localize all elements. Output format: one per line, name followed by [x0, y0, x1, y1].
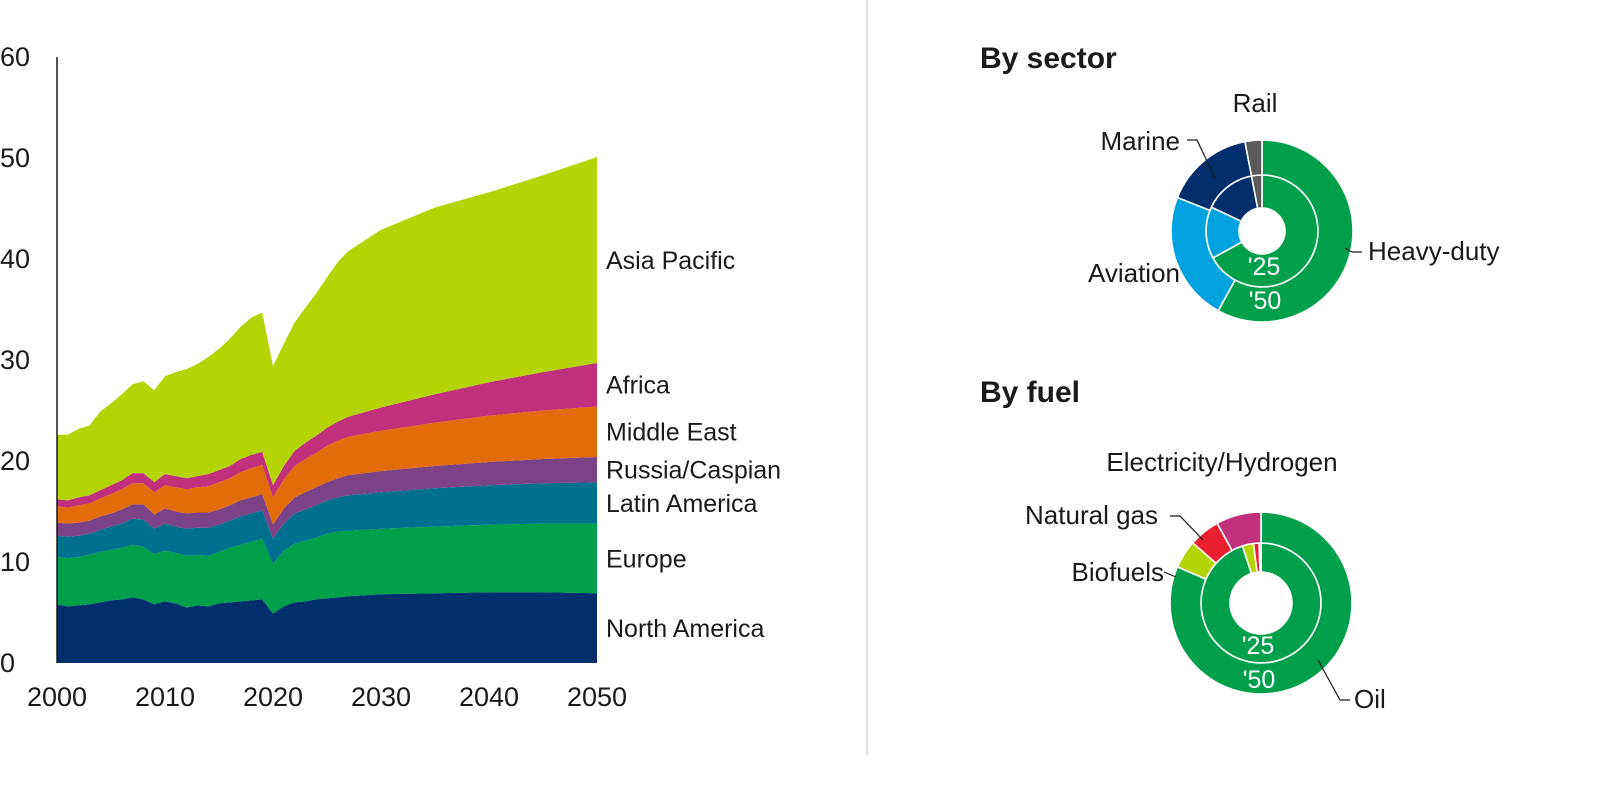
sector-label-heavy-duty: Heavy-duty	[1368, 236, 1500, 266]
y-tick-label: 30	[0, 345, 30, 375]
fuel-label-oil: Oil	[1354, 684, 1386, 714]
region-label-europe: Europe	[606, 546, 687, 574]
y-tick-label: 60	[0, 42, 30, 72]
marine-leader	[1187, 139, 1216, 179]
fuel-leaders	[1163, 515, 1350, 701]
sector-label-rail: Rail	[1233, 88, 1278, 118]
region-label-north-america: North America	[606, 615, 764, 643]
fuel-label-biofuels: Biofuels	[1072, 557, 1165, 587]
fuel-label-natural-gas: Natural gas	[1025, 500, 1158, 530]
x-tick-label: 2050	[567, 682, 627, 712]
sector-leaders	[1187, 139, 1362, 253]
area-latin-america	[57, 482, 597, 564]
sector-outer-ring-label: '50	[1249, 287, 1282, 315]
area-russia-caspian	[57, 457, 597, 539]
area-africa	[57, 363, 597, 508]
fuel-slice-oil-outer	[1169, 511, 1353, 695]
region-label-asia-pacific: Asia Pacific	[606, 247, 735, 275]
region-label-middle-east: Middle East	[606, 419, 737, 447]
region-label-russia-caspian: Russia/Caspian	[606, 457, 781, 485]
x-tick-label: 2010	[135, 682, 195, 712]
area-layers	[57, 157, 597, 663]
y-tick-label: 50	[0, 143, 30, 173]
area-asia-pacific	[57, 157, 597, 501]
y-tick-labels: 0 10 20 30 40 50 60	[0, 42, 30, 678]
fuel-label-electricity-hydrogen: Electricity/Hydrogen	[1106, 447, 1337, 477]
sector-inner-ring-label: '25	[1248, 253, 1281, 281]
fuel-outer-ring-label: '50	[1243, 666, 1276, 694]
x-tick-label: 2000	[27, 682, 87, 712]
fuel-slice-electricity-hydrogen-outer	[1216, 511, 1262, 552]
fuel-inner-ring-label: '25	[1242, 632, 1275, 660]
x-tick-label: 2030	[351, 682, 411, 712]
y-tick-label: 20	[0, 446, 30, 476]
y-tick-label: 0	[0, 648, 15, 678]
area-north-america	[57, 592, 597, 663]
sector-donut-chart: By sector '25 '50 Rail Marine Aviation H…	[980, 42, 1500, 323]
y-tick-label: 10	[0, 547, 30, 577]
sector-label-marine: Marine	[1101, 126, 1180, 156]
sector-slice-heavy-duty-outer	[1217, 139, 1354, 323]
oil-leader	[1317, 659, 1350, 701]
sector-label-aviation: Aviation	[1088, 258, 1180, 288]
region-labels: North America Europe Latin America Russia/C…	[606, 247, 781, 643]
natural-gas-leader	[1170, 515, 1204, 541]
sector-chart-title: By sector	[980, 42, 1117, 75]
fuel-slices	[1169, 511, 1353, 695]
fuel-donut-chart: By fuel '25 '50 Electricity/Hydrogen Nat…	[980, 376, 1386, 714]
x-tick-labels: 2000 2010 2020 2030 2040 2050	[27, 682, 627, 712]
region-label-latin-america: Latin America	[606, 490, 758, 518]
sector-slice-rail-outer	[1244, 139, 1263, 177]
heavy-duty-leader	[1344, 247, 1362, 253]
x-tick-label: 2020	[243, 682, 303, 712]
region-label-africa: Africa	[606, 372, 670, 400]
y-tick-label: 40	[0, 244, 30, 274]
fuel-chart-title: By fuel	[980, 376, 1080, 409]
area-europe	[57, 523, 597, 614]
fuel-slice-electricity-hydrogen-inner	[1258, 542, 1262, 573]
biofuels-leader	[1163, 571, 1177, 578]
x-tick-label: 2040	[459, 682, 519, 712]
area-middle-east	[57, 406, 597, 525]
sector-slices	[1170, 139, 1354, 323]
